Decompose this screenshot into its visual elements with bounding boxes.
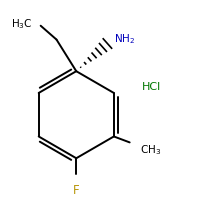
Text: NH$_2$: NH$_2$	[114, 33, 135, 46]
Text: CH$_3$: CH$_3$	[140, 143, 161, 157]
Text: H$_3$C: H$_3$C	[11, 17, 33, 31]
Text: F: F	[73, 184, 80, 197]
Text: HCl: HCl	[142, 82, 161, 92]
